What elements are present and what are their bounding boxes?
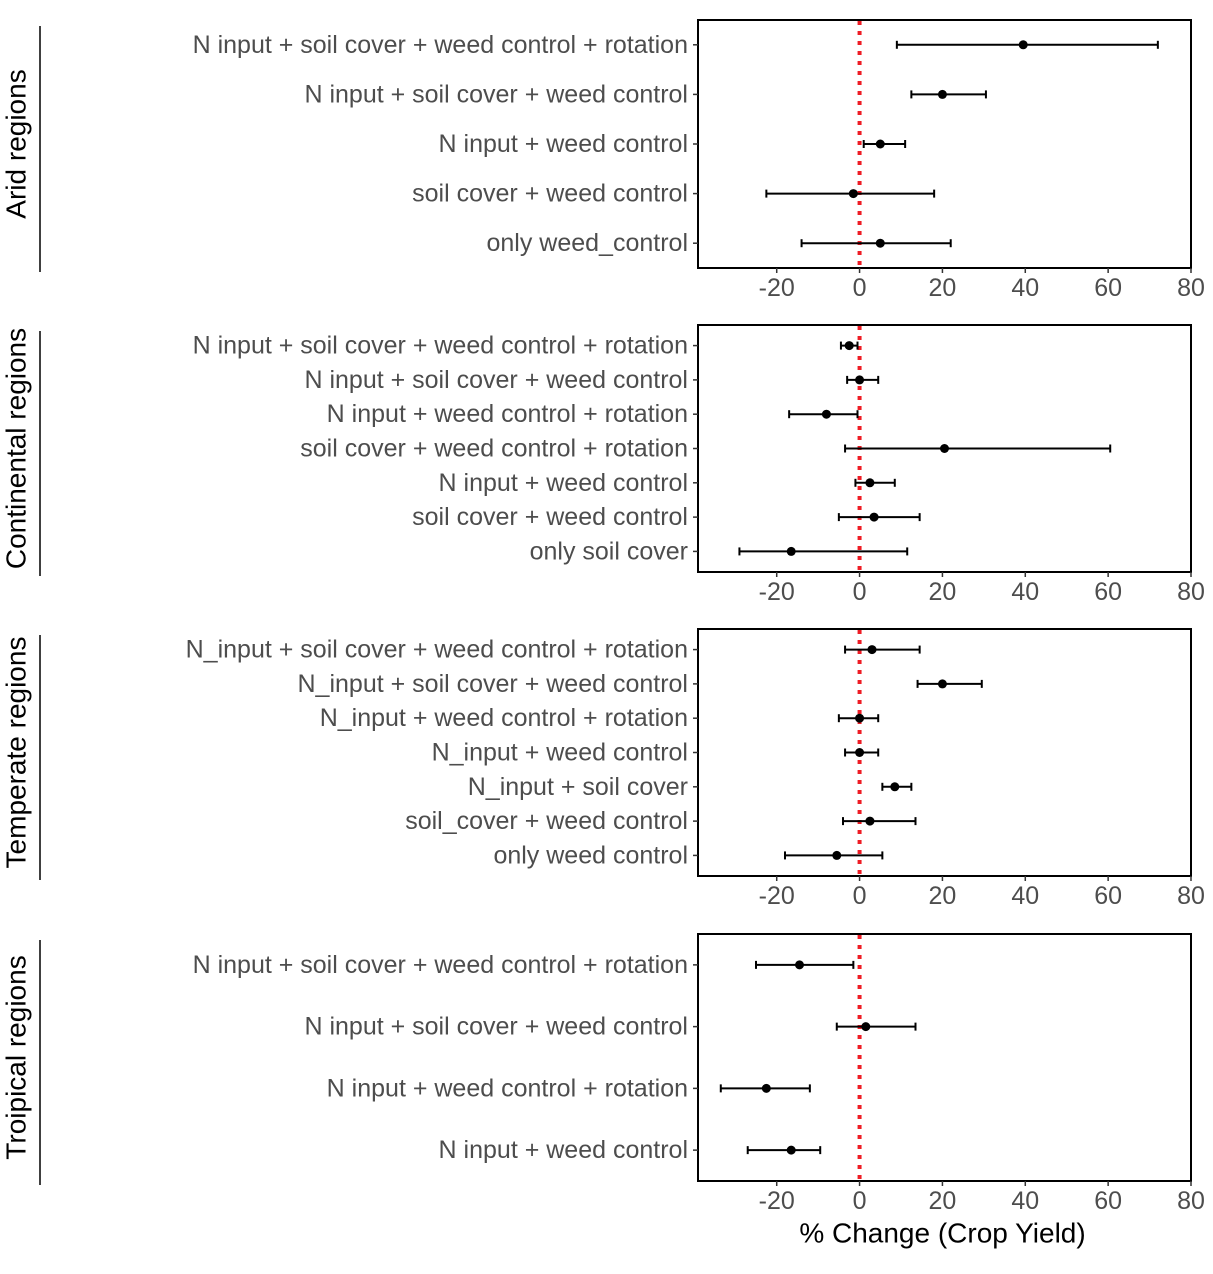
point-estimate xyxy=(867,645,877,655)
point-estimate xyxy=(1018,40,1028,50)
category-label: N input + soil cover + weed control xyxy=(304,1013,688,1041)
x-tick-label: 20 xyxy=(929,578,957,606)
x-tick-label: 40 xyxy=(1011,1187,1039,1215)
point-estimate xyxy=(855,748,865,757)
point-estimate xyxy=(821,409,831,419)
region-label: Temperate regions xyxy=(1,637,32,869)
category-label: only weed control xyxy=(493,841,688,869)
category-label: N input + soil cover + weed control + ro… xyxy=(193,31,688,59)
point-estimate xyxy=(855,713,865,723)
point-estimate xyxy=(855,375,865,385)
x-tick-label: 0 xyxy=(853,1187,867,1215)
category-label: N input + weed control xyxy=(439,469,688,497)
category-label: N input + weed control xyxy=(439,1136,688,1164)
x-tick-label: 60 xyxy=(1094,882,1122,910)
category-label: N_input + soil cover + weed control xyxy=(298,670,689,698)
panel-frame xyxy=(697,19,1192,269)
point-estimate xyxy=(869,512,879,522)
point-estimate xyxy=(832,850,842,860)
point-estimate xyxy=(844,341,854,351)
point-estimate xyxy=(940,444,949,453)
point-estimate xyxy=(786,546,796,556)
x-tick-label: 60 xyxy=(1094,1187,1122,1215)
x-tick-label: 40 xyxy=(1011,882,1039,910)
category-label: N_input + soil cover + weed control + ro… xyxy=(186,636,688,664)
point-estimate xyxy=(865,478,875,488)
x-tick-label: -20 xyxy=(759,578,795,606)
x-tick-label: 60 xyxy=(1094,578,1122,606)
point-estimate xyxy=(795,960,804,970)
category-label: N input + soil cover + weed control + ro… xyxy=(193,951,688,979)
category-label: only weed_control xyxy=(486,229,688,257)
category-label: N input + weed control xyxy=(439,130,688,158)
x-tick-label: 80 xyxy=(1177,882,1205,910)
x-tick-label: 0 xyxy=(853,882,867,910)
region-label: Continental regions xyxy=(1,328,32,569)
category-label: soil cover + weed control + rotation xyxy=(300,435,688,463)
category-label: only soil cover xyxy=(530,537,688,565)
point-estimate xyxy=(875,238,885,248)
x-tick-label: 80 xyxy=(1177,1187,1205,1215)
x-tick-label: 80 xyxy=(1177,274,1205,302)
point-estimate xyxy=(861,1022,871,1032)
category-label: N input + weed control + rotation xyxy=(327,1074,688,1102)
x-tick-label: 20 xyxy=(929,274,957,302)
point-estimate xyxy=(937,89,947,99)
point-estimate xyxy=(848,189,858,199)
x-tick-label: 0 xyxy=(853,578,867,606)
x-tick-label: -20 xyxy=(759,882,795,910)
x-tick-label: 20 xyxy=(929,882,957,910)
category-label: soil cover + weed control xyxy=(412,503,688,531)
x-axis-title: % Change (Crop Yield) xyxy=(799,1218,1085,1249)
x-tick-label: 80 xyxy=(1177,578,1205,606)
category-label: N input + soil cover + weed control xyxy=(304,366,688,394)
region-label: Troipical regions xyxy=(1,955,32,1159)
point-estimate xyxy=(786,1145,796,1155)
category-label: soil_cover + weed control xyxy=(405,807,688,835)
panel-frame xyxy=(697,628,1192,877)
point-estimate xyxy=(875,139,885,149)
panel-frame xyxy=(697,933,1192,1182)
point-estimate xyxy=(937,679,947,689)
point-estimate xyxy=(761,1083,771,1093)
category-label: N input + weed control + rotation xyxy=(327,400,688,428)
region-label: Arid regions xyxy=(1,69,32,218)
x-tick-label: 40 xyxy=(1011,274,1039,302)
x-tick-label: -20 xyxy=(759,1187,795,1215)
x-tick-label: 0 xyxy=(853,274,867,302)
x-tick-label: 20 xyxy=(929,1187,957,1215)
category-label: N input + soil cover + weed control xyxy=(304,80,688,108)
point-estimate xyxy=(865,816,875,826)
category-label: soil cover + weed control xyxy=(412,180,688,208)
point-estimate xyxy=(890,782,900,792)
category-label: N_input + weed control + rotation xyxy=(320,704,688,732)
category-label: N input + soil cover + weed control + ro… xyxy=(193,332,688,360)
x-tick-label: -20 xyxy=(759,274,795,302)
category-label: N_input + weed control xyxy=(432,739,688,767)
x-tick-label: 60 xyxy=(1094,274,1122,302)
x-tick-label: 40 xyxy=(1011,578,1039,606)
category-label: N_input + soil cover xyxy=(468,773,688,801)
